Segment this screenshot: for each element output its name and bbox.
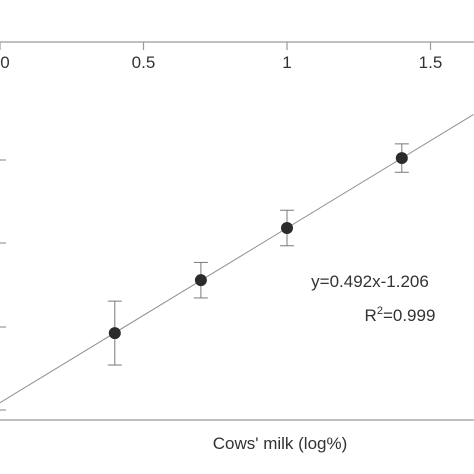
y-axis-ticks [0,159,6,411]
r-squared-value: =0.999 [383,306,435,325]
data-point [108,327,121,340]
x-tick-label: 1.5 [419,53,443,72]
data-point [281,222,293,234]
data-points [108,152,408,340]
equation-label: y=0.492x-1.206 [311,272,429,291]
x-tick-label: 1 [282,53,291,72]
r-squared-label: R2=0.999 [365,305,436,325]
x-axis-ticks: 0 0.5 1 1.5 [0,42,442,72]
data-point [194,274,207,287]
r-squared-superscript: 2 [377,305,383,317]
x-tick-label: 0.5 [132,53,156,72]
data-point [395,152,408,165]
x-tick-label: 0 [0,53,9,72]
regression-line [0,114,474,404]
x-axis-label: Cows' milk (log%) [213,434,348,453]
r-squared-prefix: R [365,306,377,325]
error-bars [107,143,409,366]
